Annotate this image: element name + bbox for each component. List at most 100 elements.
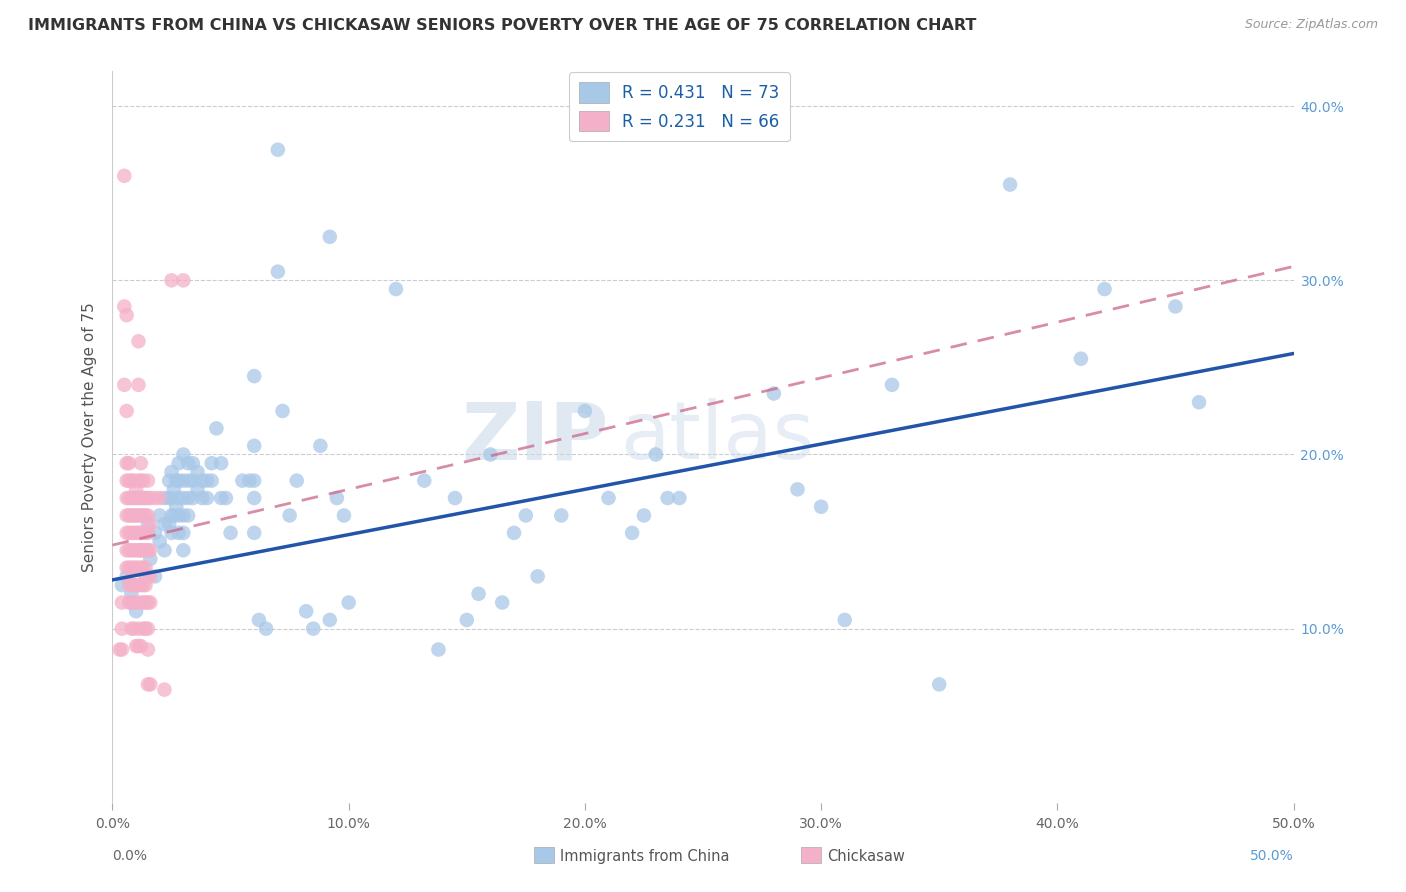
Text: 50.0%: 50.0% [1250,849,1294,863]
Point [167,508,190,523]
Point [127,334,149,349]
Point [127,578,149,592]
Point [120,543,142,558]
Point [115,508,138,523]
Point [319,613,342,627]
Point [149,491,172,505]
Text: ZIP: ZIP [461,398,609,476]
Point [120,508,142,523]
Point [186,483,208,497]
Point [177,491,200,505]
Point [136,569,159,583]
Point [160,491,183,505]
Point [115,560,138,574]
Point [165,474,187,488]
Point [160,508,183,523]
Point [127,377,149,392]
Point [160,273,183,287]
Point [135,543,157,558]
Text: Immigrants from China: Immigrants from China [560,849,730,863]
Point [132,474,155,488]
Point [129,508,152,523]
Point [254,622,277,636]
Point [160,465,183,479]
Point [136,508,159,523]
Point [127,560,149,574]
Point [112,300,135,314]
Point [111,642,134,657]
Point [139,517,162,532]
Point [115,456,138,470]
Point [111,578,134,592]
Point [115,308,138,322]
Point [163,508,186,523]
Point [195,491,218,505]
Point [127,508,149,523]
Point [129,491,152,505]
Point [167,474,190,488]
Point [120,595,142,609]
Point [479,448,502,462]
Point [129,560,152,574]
Point [135,595,157,609]
Point [153,543,176,558]
Point [319,229,342,244]
Point [120,587,142,601]
Text: Source: ZipAtlas.com: Source: ZipAtlas.com [1244,18,1378,31]
Point [574,404,596,418]
Point [167,491,190,505]
Point [657,491,679,505]
Point [122,543,145,558]
Point [271,404,294,418]
Point [278,508,301,523]
Point [172,508,194,523]
Point [125,595,148,609]
Point [132,622,155,636]
Point [129,474,152,488]
Point [127,639,149,653]
Point [177,508,200,523]
Point [135,508,157,523]
Point [118,578,141,592]
Point [157,491,180,505]
Point [127,491,149,505]
Point [122,595,145,609]
Point [191,474,214,488]
Point [285,474,308,488]
Point [153,491,176,505]
Point [139,595,162,609]
Point [115,543,138,558]
Point [129,543,152,558]
Point [135,525,157,540]
Point [243,369,266,384]
Point [880,377,903,392]
Text: Chickasaw: Chickasaw [827,849,904,863]
Y-axis label: Seniors Poverty Over the Age of 75: Seniors Poverty Over the Age of 75 [82,302,97,572]
Point [129,595,152,609]
Point [125,508,148,523]
Point [172,474,194,488]
Point [467,587,489,601]
Point [122,508,145,523]
Point [172,491,194,505]
Point [1094,282,1116,296]
Point [444,491,467,505]
Point [120,491,142,505]
Point [456,613,478,627]
Point [136,677,159,691]
Point [172,543,194,558]
Point [621,525,644,540]
Point [633,508,655,523]
Point [609,125,631,139]
Point [598,491,620,505]
Point [125,491,148,505]
Point [143,491,166,505]
Point [125,483,148,497]
Point [132,491,155,505]
Point [132,525,155,540]
Point [115,525,138,540]
Point [122,622,145,636]
Point [115,404,138,418]
Point [167,456,190,470]
Point [122,474,145,488]
